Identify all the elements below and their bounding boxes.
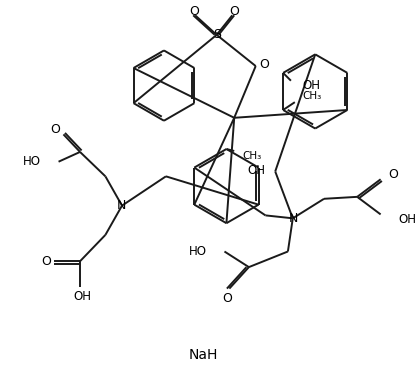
Text: HO: HO: [23, 155, 41, 168]
Text: CH₃: CH₃: [242, 151, 261, 161]
Text: O: O: [229, 5, 239, 18]
Text: N: N: [116, 199, 126, 212]
Text: HO: HO: [189, 245, 207, 258]
Text: OH: OH: [398, 213, 416, 226]
Text: O: O: [51, 123, 60, 136]
Text: O: O: [189, 5, 199, 18]
Text: O: O: [388, 168, 398, 181]
Text: NaH: NaH: [188, 348, 218, 362]
Text: O: O: [41, 255, 51, 268]
Text: OH: OH: [248, 164, 266, 177]
Text: S: S: [213, 28, 221, 41]
Text: O: O: [259, 58, 269, 71]
Text: CH₃: CH₃: [303, 91, 322, 101]
Text: OH: OH: [73, 290, 91, 303]
Text: N: N: [289, 212, 299, 225]
Text: O: O: [222, 292, 232, 305]
Text: OH: OH: [303, 79, 321, 92]
